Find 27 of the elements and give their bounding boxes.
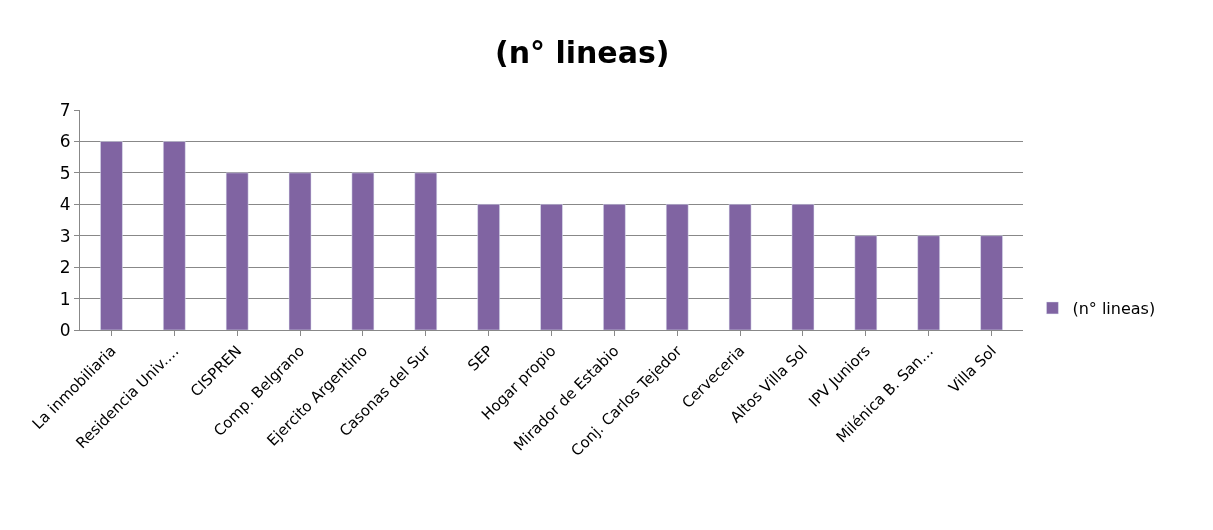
bar [540, 204, 563, 330]
y-tick-label: 4 [59, 194, 71, 215]
bar [791, 204, 815, 330]
bar [854, 235, 878, 330]
bar [980, 235, 1003, 330]
y-tick-label: 3 [59, 225, 71, 246]
x-tick-label: Villa Sol [945, 341, 1000, 397]
bar [414, 172, 438, 330]
bar [603, 204, 626, 330]
y-tick-label: 6 [59, 131, 71, 152]
x-tick-label: SEP [464, 341, 497, 375]
bar [100, 141, 123, 330]
bar [477, 204, 500, 330]
y-tick-label: 0 [59, 319, 71, 340]
bar [665, 204, 689, 330]
bar [163, 141, 186, 330]
bar [288, 172, 312, 330]
bar [917, 235, 940, 330]
bar [351, 172, 375, 330]
chart-title: (n° lineas) [494, 35, 670, 71]
legend-label: (n° lineas) [1072, 299, 1156, 319]
y-tick-label: 1 [59, 288, 71, 309]
bar [728, 204, 752, 330]
y-tick-label: 2 [59, 257, 71, 278]
y-tick-label: 5 [59, 162, 71, 183]
y-tick-label: 7 [59, 99, 71, 120]
bar [225, 172, 249, 330]
